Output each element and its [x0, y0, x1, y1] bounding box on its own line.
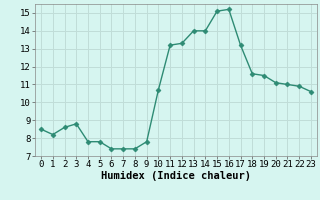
X-axis label: Humidex (Indice chaleur): Humidex (Indice chaleur)	[101, 171, 251, 181]
